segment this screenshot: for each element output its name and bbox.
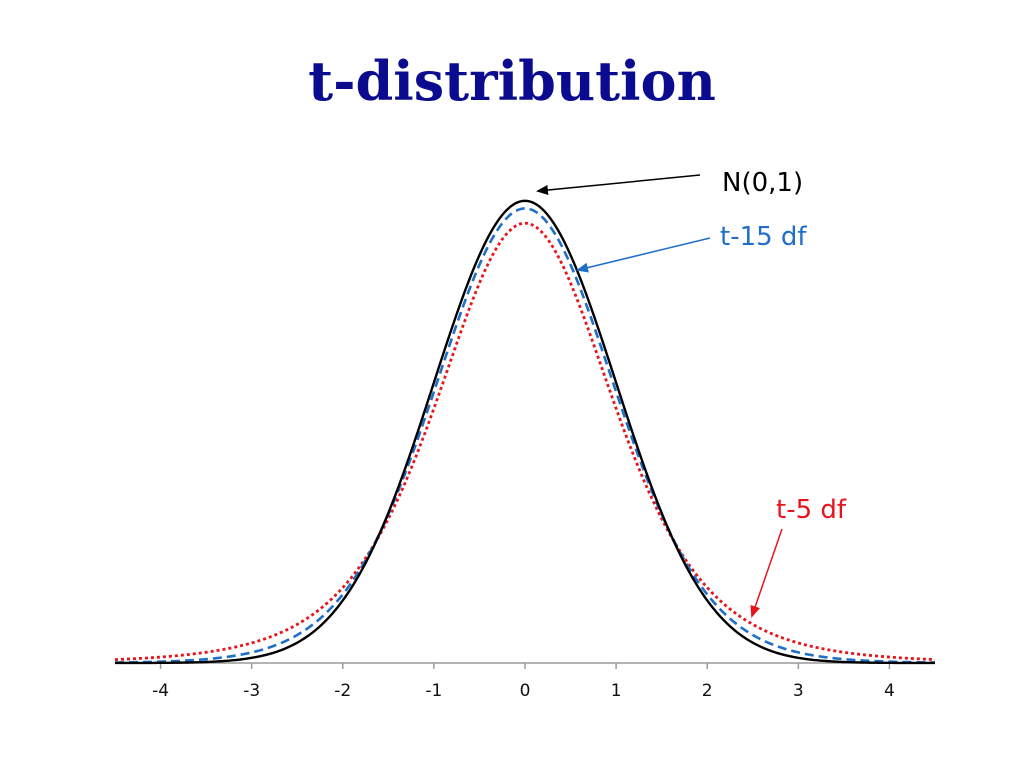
annotation-arrow-t5 xyxy=(750,528,783,618)
annotation-arrow-t15 xyxy=(576,237,711,273)
annotation-label-t5: t-5 df xyxy=(776,495,847,525)
x-tick-label: 1 xyxy=(611,681,622,701)
x-tick-label: 4 xyxy=(884,681,895,701)
series-line-t-15-df xyxy=(114,207,936,664)
slide-title: t-distribution xyxy=(308,49,716,113)
x-tick-label: -2 xyxy=(334,681,351,701)
x-tick-label: -1 xyxy=(425,681,442,701)
annotation-arrow-normal xyxy=(536,174,701,195)
x-tick-label: 0 xyxy=(520,681,531,701)
series-line-t-5-df xyxy=(114,221,936,661)
annotation-label-t15: t-15 df xyxy=(720,222,807,252)
x-tick-label: -3 xyxy=(243,681,260,701)
x-tick-label: 2 xyxy=(702,681,713,701)
annotation-label-normal: N(0,1) xyxy=(722,168,803,198)
x-tick-label: 3 xyxy=(793,681,804,701)
series-line-n-0-1 xyxy=(115,199,935,665)
x-tick-label: -4 xyxy=(152,681,169,701)
